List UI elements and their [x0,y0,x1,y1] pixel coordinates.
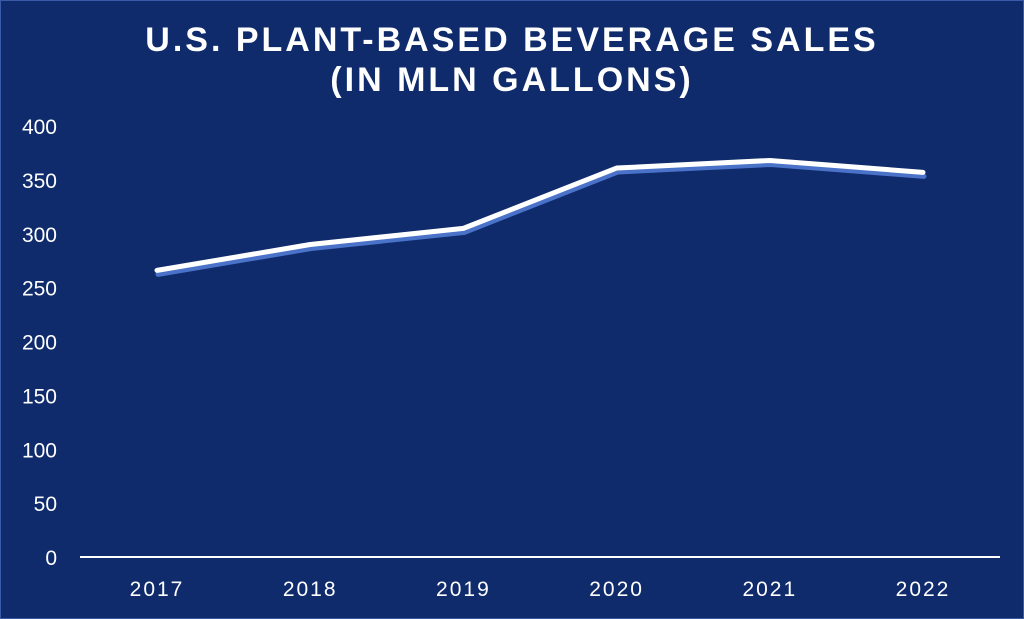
y-tick-label: 300 [22,224,57,247]
y-tick-label: 250 [22,278,57,301]
series-line-shadow [155,161,927,277]
y-tick-label: 0 [45,547,57,570]
y-tick-label: 50 [34,493,57,516]
x-tick-label: 2021 [742,578,797,601]
x-axis-ticks: 2017 2018 2019 2020 2021 2022 [130,578,951,601]
series-line [154,157,926,273]
y-tick-label: 100 [22,439,57,462]
y-tick-label: 150 [22,385,57,408]
y-tick-label: 200 [22,332,57,355]
x-tick-label: 2020 [589,578,644,601]
chart-title-line-1: U.S. PLANT-BASED BEVERAGE SALES [145,21,879,59]
x-tick-label: 2022 [896,578,951,601]
drop-lines [156,160,924,549]
y-tick-label: 350 [22,170,57,193]
x-tick-label: 2019 [436,578,491,601]
y-tick-label: 400 [22,116,57,139]
y-axis-ticks: 0 50 100 150 200 250 300 350 400 [22,116,57,570]
x-tick-label: 2018 [283,578,338,601]
chart-title-line-2: (IN MLN GALLONS) [330,61,694,99]
x-tick-label: 2017 [130,578,185,601]
